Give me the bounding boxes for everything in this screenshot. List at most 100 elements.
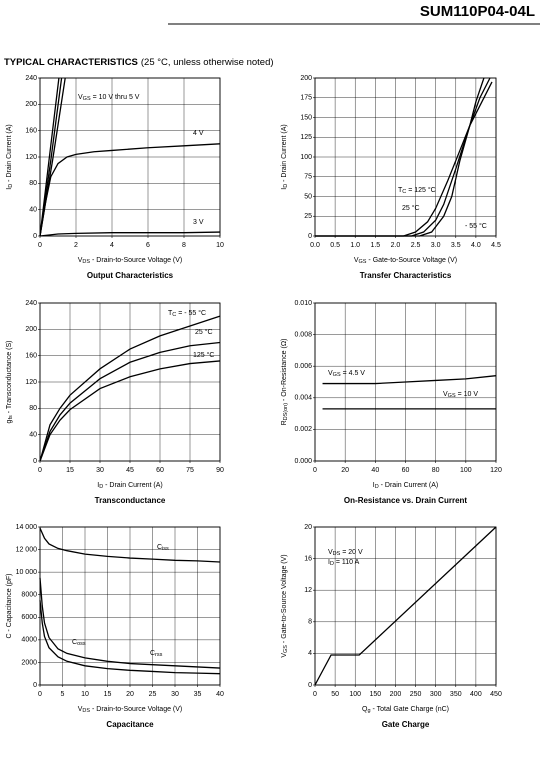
chart-caption: Gate Charge (382, 720, 430, 729)
annotation: VGS = 10 V (443, 391, 478, 400)
y-tick-label: 100 (300, 154, 312, 161)
text-part: V (281, 653, 288, 658)
y-tick-label: 0.010 (294, 300, 312, 307)
text-part: - Gate-to-Source Voltage (V) (281, 554, 288, 645)
y-axis-label: gfs - Transconductance (S) (6, 341, 15, 424)
text-part: = 125 °C (406, 186, 435, 194)
subscript: GS (359, 259, 367, 265)
annotation: ID = 110 A (328, 559, 360, 568)
y-tick-label: 6000 (21, 614, 37, 621)
text-part: - Drain Current (A) (103, 482, 163, 489)
text-part: R (281, 420, 288, 425)
plot-frame (314, 526, 497, 686)
text-part: I (97, 482, 99, 489)
y-tick-label: 200 (25, 326, 37, 333)
y-tick-label: 50 (304, 193, 312, 200)
x-tick-label: 75 (186, 467, 194, 474)
text-part: - On-Resistance (Ω) (281, 339, 288, 403)
subscript: D (330, 561, 334, 567)
x-tick-label: 3.0 (431, 242, 441, 249)
text-part: = 20 V (340, 549, 363, 556)
x-tick-label: 20 (341, 467, 349, 474)
curve (39, 341, 221, 462)
x-tick-label: 3.5 (451, 242, 461, 249)
x-tick-label: 0 (38, 242, 42, 249)
x-tick-label: 10 (216, 242, 224, 249)
y-tick-label: 240 (25, 75, 37, 82)
text-part: C (150, 650, 155, 657)
y-tick-label: 0.004 (294, 395, 312, 402)
y-tick-label: 0.008 (294, 331, 312, 338)
text-part: - Total Gate Charge (nC) (371, 706, 449, 713)
text-part: - 55 °C (465, 222, 487, 230)
text-part: V (328, 549, 333, 556)
x-tick-label: 30 (96, 467, 104, 474)
y-tick-label: 0 (308, 233, 312, 240)
subscript: rss (155, 652, 163, 658)
subscript: DS (82, 708, 90, 714)
curve (39, 527, 221, 563)
x-tick-label: 250 (410, 691, 422, 698)
y-tick-label: 25 (304, 213, 312, 220)
x-axis-label: VGS - Gate-to-Source Voltage (V) (354, 257, 457, 266)
x-tick-label: 15 (66, 467, 74, 474)
text-part: V (354, 257, 359, 264)
y-tick-label: 40 (29, 207, 37, 214)
x-tick-label: 0.0 (310, 242, 320, 249)
chart-caption: Capacitance (106, 720, 154, 729)
text-part: - Transconductance (S) (6, 341, 13, 416)
curve (39, 577, 221, 669)
x-tick-label: 20 (126, 691, 134, 698)
y-tick-label: 20 (304, 524, 312, 531)
text-part: 3 V (193, 219, 204, 226)
subscript: GS (283, 645, 289, 653)
x-tick-label: 1.5 (370, 242, 380, 249)
y-tick-label: 160 (25, 353, 37, 360)
x-axis-label: VDS - Drain-to-Source Voltage (V) (78, 257, 183, 266)
x-tick-label: 35 (194, 691, 202, 698)
y-tick-label: 4000 (21, 637, 37, 644)
text-part: = 4.5 V (341, 370, 366, 377)
text-part: I (373, 482, 375, 489)
curve (315, 81, 493, 237)
x-tick-label: 50 (331, 691, 339, 698)
annotation: VGS = 4.5 V (328, 370, 365, 379)
x-tick-label: 60 (156, 467, 164, 474)
y-tick-label: 12 000 (16, 546, 38, 553)
x-tick-label: 0 (38, 467, 42, 474)
subscript: DS(on) (283, 403, 289, 421)
text-part: - Drain-to-Source Voltage (V) (90, 257, 182, 264)
x-tick-label: 40 (216, 691, 224, 698)
part-number: SUM110P04-04L (420, 3, 535, 20)
text-part: - Drain Current (A) (281, 124, 288, 184)
plot-frame (39, 77, 221, 237)
x-tick-label: 30 (171, 691, 179, 698)
text-part: T (168, 310, 173, 317)
annotation: 4 V (193, 130, 204, 137)
chart-caption: On-Resistance vs. Drain Current (344, 496, 467, 505)
annotation: Coss (72, 639, 86, 648)
y-tick-label: 160 (25, 128, 37, 135)
y-tick-label: 2000 (21, 659, 37, 666)
subscript: iss (162, 546, 169, 552)
section-title: TYPICAL CHARACTERISTICS (4, 57, 138, 68)
subscript: oss (77, 641, 86, 647)
curve (39, 143, 221, 237)
text-part: V (78, 257, 83, 264)
x-tick-label: 5 (61, 691, 65, 698)
curve (315, 77, 485, 237)
text-part: 125 °C (193, 351, 214, 359)
subscript: D (283, 184, 289, 188)
y-axis-label: RDS(on) - On-Resistance (Ω) (281, 339, 290, 426)
x-tick-label: 10 (81, 691, 89, 698)
y-tick-label: 200 (300, 75, 312, 82)
chart-caption: Transconductance (95, 496, 166, 505)
subscript: D (8, 184, 14, 188)
text-part: 4 V (193, 130, 204, 137)
plot-frame (39, 302, 221, 462)
text-part: V (78, 94, 83, 101)
x-axis-label: ID - Drain Current (A) (373, 482, 438, 491)
x-tick-label: 25 (149, 691, 157, 698)
subscript: C (402, 189, 406, 195)
